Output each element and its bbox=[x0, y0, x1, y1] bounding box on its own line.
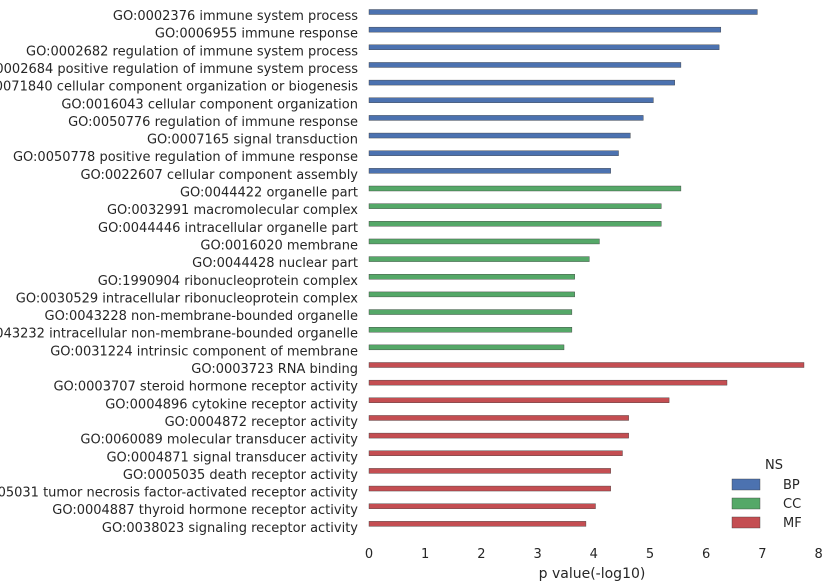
x-tick-label-6: 6 bbox=[702, 547, 710, 562]
category-label-go-0071840: GO:0071840 cellular component organizati… bbox=[0, 80, 358, 95]
x-tick-label-7: 7 bbox=[758, 547, 766, 562]
x-tick-label-8: 8 bbox=[814, 547, 822, 562]
category-label-go-0050776: GO:0050776 regulation of immune response bbox=[68, 115, 358, 130]
legend-label-mf: MF bbox=[783, 516, 802, 531]
x-tick-label-0: 0 bbox=[365, 547, 373, 562]
bar-cc-go-0032991 bbox=[368, 203, 662, 209]
category-label-go-0060089: GO:0060089 molecular transducer activity bbox=[80, 433, 358, 448]
category-label-go-0002376: GO:0002376 immune system process bbox=[113, 9, 358, 24]
category-label-go-0004887: GO:0004887 thyroid hormone receptor acti… bbox=[52, 503, 358, 518]
x-tick-label-2: 2 bbox=[477, 547, 485, 562]
bar-cc-go-0030529 bbox=[368, 291, 575, 298]
bar-bp-go-0071840 bbox=[368, 79, 675, 86]
bar-bp-go-0016043 bbox=[368, 97, 654, 103]
legend-items: BP CC MF bbox=[731, 478, 802, 531]
bar-cc-go-0044422 bbox=[368, 185, 682, 192]
category-label-go-0003707: GO:0003707 steroid hormone receptor acti… bbox=[53, 380, 358, 395]
bar-mf-go-0038023 bbox=[368, 521, 587, 527]
x-tick-label-1: 1 bbox=[421, 547, 429, 562]
category-label-go-0002684: GO:0002684 positive regulation of immune… bbox=[0, 62, 358, 77]
category-label-go-0002682: GO:0002682 regulation of immune system p… bbox=[26, 44, 358, 59]
category-label-go-0022607: GO:0022607 cellular component assembly bbox=[80, 168, 358, 183]
bar-mf-go-0004871 bbox=[368, 450, 623, 456]
bar-mf-go-0004887 bbox=[368, 503, 596, 509]
x-tick-label-4: 4 bbox=[590, 547, 598, 562]
category-label-go-0005035: GO:0005035 death receptor activity bbox=[123, 468, 358, 483]
category-label-go-0016020: GO:0016020 membrane bbox=[200, 238, 358, 253]
category-label-go-0043232: GO:0043232 intracellular non-membrane-bo… bbox=[0, 327, 358, 342]
bars-group bbox=[368, 9, 805, 527]
category-label-go-1990904: GO:1990904 ribonucleoprotein complex bbox=[98, 274, 359, 289]
bar-mf-go-0003723 bbox=[368, 362, 805, 368]
category-label-go-0007165: GO:0007165 signal transduction bbox=[147, 133, 358, 148]
category-label-go-0004896: GO:0004896 cytokine receptor activity bbox=[105, 397, 358, 412]
bar-mf-go-0004872 bbox=[368, 415, 629, 421]
category-label-go-0003723: GO:0003723 RNA binding bbox=[191, 362, 358, 377]
legend-swatch-bp bbox=[731, 478, 761, 491]
x-tick-label-5: 5 bbox=[646, 547, 654, 562]
category-label-go-0032991: GO:0032991 macromolecular complex bbox=[107, 203, 358, 218]
bar-mf-go-0060089 bbox=[368, 432, 629, 439]
category-label-go-0006955: GO:0006955 immune response bbox=[155, 27, 358, 42]
category-label-go-0004871: GO:0004871 signal transducer activity bbox=[106, 450, 358, 465]
category-label-go-0016043: GO:0016043 cellular component organizati… bbox=[61, 97, 358, 112]
bar-mf-go-0004896 bbox=[368, 397, 670, 403]
legend: NS BP CC MF bbox=[731, 458, 802, 531]
x-axis: 0 1 2 3 4 5 6 7 8 bbox=[365, 547, 823, 562]
legend-title: NS bbox=[765, 458, 783, 473]
x-tick-label-3: 3 bbox=[533, 547, 541, 562]
bar-cc-go-0044428 bbox=[368, 256, 590, 262]
x-axis-label: p value(-log10) bbox=[539, 566, 646, 582]
bar-mf-go-0003707 bbox=[368, 379, 728, 386]
category-label-go-0038023: GO:0038023 signaling receptor activity bbox=[102, 521, 358, 536]
bar-bp-go-0007165 bbox=[368, 132, 631, 139]
category-label-go-0031224: GO:0031224 intrinsic component of membra… bbox=[50, 344, 358, 359]
bar-mf-go-0005031 bbox=[368, 485, 611, 492]
bar-bp-go-0006955 bbox=[368, 26, 722, 33]
legend-label-cc: CC bbox=[783, 497, 801, 512]
bar-cc-go-0043228 bbox=[368, 309, 573, 315]
bar-mf-go-0005035 bbox=[368, 468, 611, 474]
category-label-go-0005031: GO:0005031 tumor necrosis factor-activat… bbox=[0, 486, 358, 501]
category-label-go-0004872: GO:0004872 receptor activity bbox=[165, 415, 359, 430]
bar-cc-go-1990904 bbox=[368, 274, 575, 280]
bar-bp-go-0050776 bbox=[368, 115, 644, 121]
bar-cc-go-0016020 bbox=[368, 238, 600, 245]
legend-swatch-mf bbox=[731, 516, 761, 529]
bar-bp-go-0022607 bbox=[368, 168, 611, 174]
bar-cc-go-0043232 bbox=[368, 327, 573, 333]
bar-bp-go-0002376 bbox=[368, 9, 758, 15]
bar-bp-go-0002682 bbox=[368, 44, 720, 50]
category-label-go-0030529: GO:0030529 intracellular ribonucleoprote… bbox=[16, 291, 359, 306]
bar-bp-go-0050778 bbox=[368, 150, 619, 156]
bar-cc-go-0031224 bbox=[368, 344, 565, 351]
category-label-go-0044446: GO:0044446 intracellular organelle part bbox=[98, 221, 358, 236]
category-label-go-0044422: GO:0044422 organelle part bbox=[180, 186, 358, 201]
category-label-go-0050778: GO:0050778 positive regulation of immune… bbox=[13, 150, 358, 165]
legend-label-bp: BP bbox=[783, 478, 800, 493]
category-label-go-0044428: GO:0044428 nuclear part bbox=[192, 256, 358, 271]
bar-cc-go-0044446 bbox=[368, 221, 662, 227]
category-labels: GO:0002376 immune system process GO:00069… bbox=[0, 9, 358, 536]
bar-bp-go-0002684 bbox=[368, 62, 682, 68]
legend-swatch-cc bbox=[731, 497, 761, 510]
category-label-go-0043228: GO:0043228 non-membrane-bounded organell… bbox=[45, 309, 359, 324]
